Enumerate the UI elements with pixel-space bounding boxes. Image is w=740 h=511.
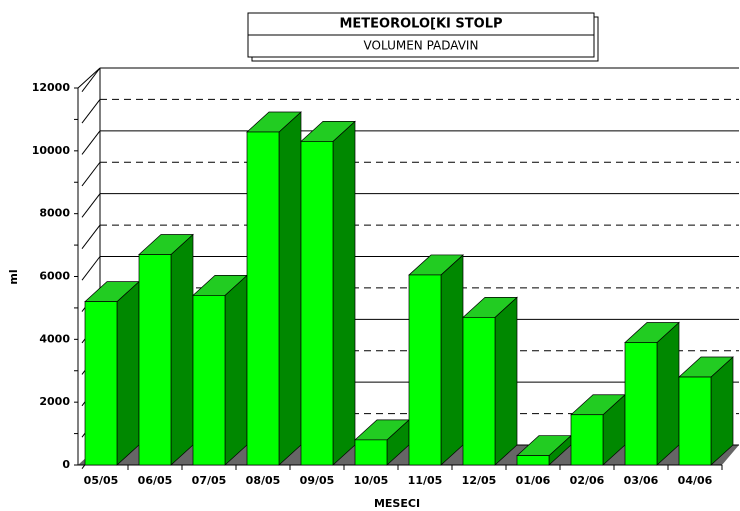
x-tick-label: 04/06 — [678, 474, 713, 487]
bar — [570, 414, 604, 466]
y-tick-label: 2000 — [39, 395, 70, 408]
x-tick-label: 03/06 — [624, 474, 659, 487]
x-tick-label: 07/05 — [192, 474, 227, 487]
bar — [192, 295, 226, 466]
y-tick-label: 0 — [62, 458, 70, 471]
bar — [624, 342, 658, 466]
bar — [462, 316, 496, 466]
bar — [408, 274, 442, 466]
bar — [678, 376, 712, 466]
bar — [246, 131, 280, 466]
bar — [138, 254, 172, 466]
bar — [354, 439, 388, 466]
bar-side — [656, 321, 680, 466]
x-tick-label: 10/05 — [354, 474, 389, 487]
side-grid-line — [81, 161, 101, 187]
side-grid-line — [81, 130, 101, 155]
bar-side — [278, 111, 302, 466]
x-tick-label: 05/05 — [84, 474, 119, 487]
y-tick-label: 6000 — [39, 270, 70, 283]
x-tick-label: 02/06 — [570, 474, 605, 487]
bar-side — [332, 120, 356, 466]
bar-side — [494, 296, 518, 466]
x-tick-label: 08/05 — [246, 474, 281, 487]
x-tick-label: 01/06 — [516, 474, 551, 487]
x-tick-label: 11/05 — [408, 474, 443, 487]
bar — [84, 301, 118, 466]
x-tick-label: 09/05 — [300, 474, 335, 487]
y-tick-label: 10000 — [32, 144, 71, 157]
side-grid-line — [81, 224, 101, 250]
bar-side — [170, 233, 194, 466]
bar — [516, 455, 550, 466]
bar-side — [440, 254, 464, 466]
side-grid-line — [81, 193, 101, 218]
y-axis-label: ml — [7, 269, 20, 284]
bar-side — [116, 280, 140, 466]
y-tick-label: 4000 — [39, 332, 70, 345]
x-axis-label: MESECI — [374, 497, 420, 510]
wall-edge — [77, 67, 101, 89]
y-tick-label: 12000 — [32, 81, 71, 94]
x-tick-label: 12/05 — [462, 474, 497, 487]
side-grid-line — [81, 67, 101, 92]
x-tick-label: 06/05 — [138, 474, 173, 487]
side-grid-line — [81, 256, 101, 281]
bar-side — [224, 274, 248, 466]
chart-subtitle: VOLUMEN PADAVIN — [364, 39, 479, 53]
chart-title: METEOROLO[KI STOLP — [339, 17, 502, 32]
y-tick-label: 8000 — [39, 207, 70, 220]
side-grid-line — [81, 99, 101, 124]
bar — [300, 141, 334, 466]
